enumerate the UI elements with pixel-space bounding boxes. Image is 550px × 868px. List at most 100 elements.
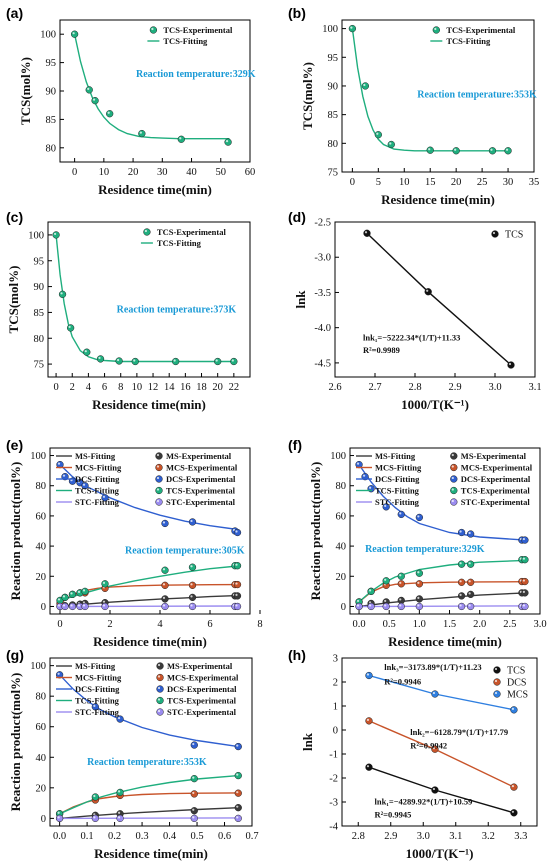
data-point-tcs bbox=[365, 763, 373, 771]
y-tick-label: 20 bbox=[336, 572, 347, 583]
x-tick-label: 2.9 bbox=[384, 831, 397, 842]
data-point-tcs-experimental-highlight bbox=[459, 562, 462, 565]
data-point-tcs-experimental-highlight bbox=[57, 811, 60, 814]
annotation: Reaction temperature:373K bbox=[117, 304, 237, 315]
data-point-mcs-experimental bbox=[161, 581, 169, 589]
legend-marker bbox=[156, 662, 164, 670]
x-tick-label: 1.5 bbox=[443, 619, 456, 630]
data-point-mcs-experimental bbox=[234, 789, 242, 797]
data-point-ms-experimental-highlight bbox=[162, 596, 166, 600]
x-tick-label: 8 bbox=[257, 619, 262, 630]
data-point-tcs-highlight bbox=[432, 787, 436, 791]
legend-marker bbox=[149, 26, 158, 34]
x-tick-label: 2.9 bbox=[448, 382, 461, 393]
annotation: Reaction temperature:305K bbox=[125, 546, 245, 557]
legend-marker bbox=[493, 666, 501, 674]
legend-marker-highlight bbox=[451, 488, 454, 491]
legend-label: MCS-Fitting bbox=[75, 673, 122, 683]
annotation: lnk₁=−4289.92*(1/T)+10.59 bbox=[375, 796, 473, 806]
data-point-mcs-experimental-highlight bbox=[192, 791, 195, 795]
data-point-dcs bbox=[365, 717, 373, 725]
data-point-tcs-experimental bbox=[85, 86, 93, 94]
data-point-mcs-experimental-highlight bbox=[417, 581, 420, 584]
data-point-dcs-experimental bbox=[233, 528, 242, 537]
legend-label: TCS bbox=[507, 666, 525, 677]
x-tick-label: 0.3 bbox=[136, 831, 149, 842]
data-point-tcs-experimental-highlight bbox=[350, 26, 353, 29]
data-point-tcs-experimental bbox=[81, 587, 89, 596]
data-point-tcs-experimental-highlight bbox=[139, 131, 142, 134]
y-tick-label: 60 bbox=[36, 722, 47, 733]
data-point-dcs-experimental-highlight bbox=[62, 474, 66, 477]
data-point-ms-experimental bbox=[234, 804, 242, 812]
legend-marker-highlight bbox=[494, 667, 498, 671]
plot-frame bbox=[49, 447, 251, 615]
data-point-stc-experimental-highlight bbox=[57, 816, 60, 819]
data-point-dcs-experimental-highlight bbox=[362, 474, 366, 477]
y-tick-label: -2.5 bbox=[314, 218, 331, 229]
data-point-dcs-experimental bbox=[397, 510, 405, 519]
data-point-dcs-experimental-highlight bbox=[102, 495, 106, 498]
data-point-tcs-experimental bbox=[68, 590, 77, 599]
y-tick-label: 85 bbox=[34, 308, 45, 319]
data-point-dcs-experimental-highlight bbox=[384, 504, 387, 507]
data-point-tcs-experimental bbox=[233, 562, 242, 570]
x-tick-label: 2.0 bbox=[473, 619, 486, 630]
data-point-tcs-experimental-highlight bbox=[454, 148, 457, 151]
x-tick-label: 3.1 bbox=[449, 831, 462, 842]
x-tick-label: 5 bbox=[376, 177, 381, 188]
y-tick-label: -1 bbox=[329, 750, 338, 761]
data-point-ms-experimental bbox=[521, 589, 529, 597]
legend-marker bbox=[450, 498, 458, 506]
data-point-mcs-highlight bbox=[366, 673, 370, 676]
annotation: R²=0.9942 bbox=[410, 741, 447, 751]
legend-label: STC-Experimental bbox=[461, 497, 531, 507]
x-tick-label: 4 bbox=[157, 619, 163, 630]
annotation: Reaction temperature:329K bbox=[365, 544, 485, 555]
data-point-dcs-experimental-highlight bbox=[459, 530, 462, 533]
data-point-mcs-experimental bbox=[415, 580, 424, 588]
x-tick-label: 0.1 bbox=[81, 831, 94, 842]
y-tick-label: 80 bbox=[328, 139, 339, 150]
data-point-tcs-experimental-highlight bbox=[192, 776, 195, 779]
legend-label: TCS-Fitting bbox=[157, 238, 202, 248]
y-tick-label: 90 bbox=[34, 282, 45, 293]
chart-panel-h: (h) 2.8 2.9 3.0 3.1 3.2 3.3 -4 -3 -2 -1 0 1 2 3 1000/T(… bbox=[288, 647, 538, 861]
y-tick-label: 60 bbox=[336, 511, 347, 522]
x-tick-label: 2 bbox=[107, 619, 112, 630]
legend-label: DCS-Fitting bbox=[75, 474, 120, 484]
data-point-tcs-experimental bbox=[58, 290, 67, 298]
data-point-tcs-experimental bbox=[224, 138, 232, 146]
data-point-tcs-experimental-highlight bbox=[84, 350, 87, 353]
series-line-tcs-fitting bbox=[55, 234, 234, 363]
legend-marker bbox=[493, 678, 501, 686]
data-point-tcs-experimental-highlight bbox=[173, 359, 176, 362]
x-axis-title: Residence time(min) bbox=[92, 397, 206, 412]
data-point-ms-experimental bbox=[188, 593, 197, 602]
y-tick-label: 2 bbox=[333, 678, 338, 689]
y-tick-label: -3.0 bbox=[314, 253, 331, 264]
data-point-mcs-highlight bbox=[432, 691, 436, 695]
data-point-stc-experimental bbox=[355, 602, 363, 611]
x-tick-label: 2.8 bbox=[352, 831, 365, 842]
data-point-ms-experimental-highlight bbox=[102, 600, 106, 603]
legend-label: MS-Fitting bbox=[75, 451, 116, 461]
data-point-ms-experimental-highlight bbox=[236, 805, 239, 808]
x-tick-label: 0 bbox=[350, 177, 355, 188]
legend-marker-highlight bbox=[157, 675, 161, 678]
legend-marker-highlight bbox=[157, 698, 161, 701]
y-tick-label: 80 bbox=[36, 692, 47, 703]
legend-marker-highlight bbox=[144, 229, 148, 233]
chart-panel-g: (g) 0.0 0.1 0.2 0.3 0.4 0.5 0.6 0.7 0 20 40 60 80 100 R… bbox=[6, 647, 259, 861]
legend-marker-highlight bbox=[451, 465, 454, 468]
x-tick-label: 12 bbox=[148, 382, 159, 393]
data-point-dcs-experimental-highlight bbox=[356, 462, 360, 465]
chart-panel-c: (c) 0 2 4 6 8 10 12 14 16 18 20 22 75 80 85 90 95 100 Resid… bbox=[6, 209, 251, 412]
y-tick-label: 40 bbox=[36, 753, 47, 764]
data-point-dcs-experimental bbox=[466, 530, 475, 538]
data-point-tcs-experimental bbox=[70, 30, 79, 38]
x-tick-label: 3.0 bbox=[533, 619, 546, 630]
data-point-dcs bbox=[510, 783, 518, 791]
